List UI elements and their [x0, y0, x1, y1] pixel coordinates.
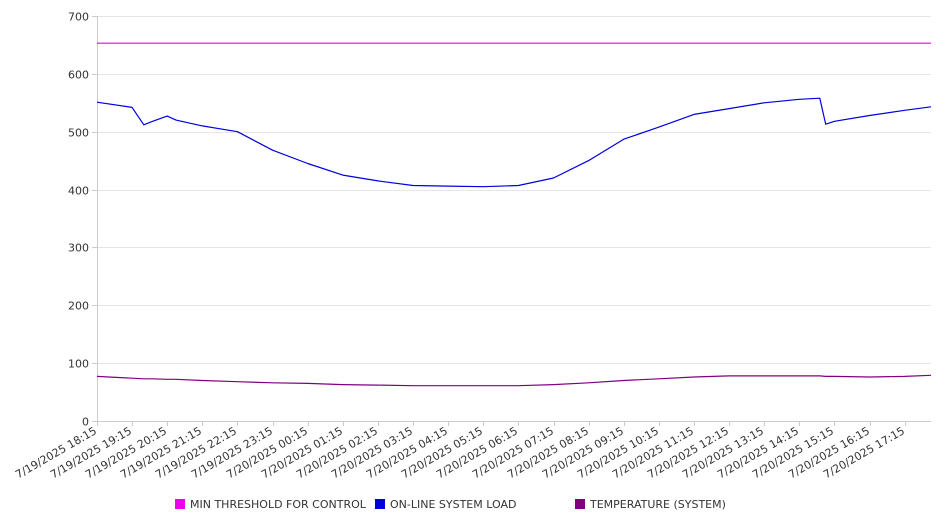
- legend-item-min-threshold[interactable]: MIN THRESHOLD FOR CONTROL: [175, 497, 366, 513]
- y-tick-label: 500: [68, 127, 89, 140]
- legend-swatch-min-threshold: [175, 499, 185, 509]
- legend-label-temperature: TEMPERATURE (SYSTEM): [590, 498, 726, 511]
- series-line-1: [96, 97, 932, 188]
- legend: MIN THRESHOLD FOR CONTROL ON-LINE SYSTEM…: [0, 497, 946, 515]
- legend-swatch-online-system-load: [375, 499, 385, 509]
- y-axis-ticks: 0 100 200 300 400 500 600 700: [68, 11, 97, 429]
- y-tick-label: 0: [82, 416, 89, 429]
- legend-swatch-temperature: [575, 499, 585, 509]
- legend-item-temperature[interactable]: TEMPERATURE (SYSTEM): [575, 497, 726, 513]
- series-line-2: [96, 374, 932, 387]
- y-tick-label: 200: [68, 300, 89, 313]
- y-tick-label: 400: [68, 185, 89, 198]
- x-axis-ticks: 7/19/2025 18:157/19/2025 19:157/19/2025 …: [13, 421, 907, 481]
- series-lines: [96, 42, 932, 387]
- y-tick-label: 700: [68, 11, 89, 24]
- y-tick-label: 300: [68, 242, 89, 255]
- legend-label-min-threshold: MIN THRESHOLD FOR CONTROL: [190, 498, 366, 511]
- legend-item-online-system-load[interactable]: ON-LINE SYSTEM LOAD: [375, 497, 516, 513]
- y-tick-label: 100: [68, 358, 89, 371]
- legend-label-online-system-load: ON-LINE SYSTEM LOAD: [390, 498, 517, 511]
- gridlines: [97, 16, 931, 364]
- y-tick-label: 600: [68, 69, 89, 82]
